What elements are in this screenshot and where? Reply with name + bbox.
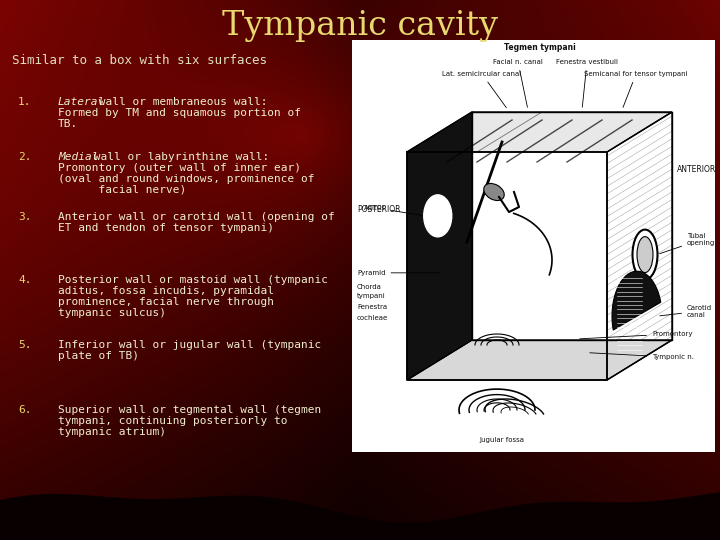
Text: Tegmen tympani: Tegmen tympani	[503, 44, 575, 52]
Polygon shape	[407, 112, 472, 380]
Text: 5.: 5.	[18, 340, 32, 350]
Text: facial nerve): facial nerve)	[58, 185, 186, 195]
Text: Medial: Medial	[58, 152, 99, 162]
Text: Inferior wall or jugular wall (tympanic: Inferior wall or jugular wall (tympanic	[58, 340, 321, 350]
Text: 1.: 1.	[18, 97, 32, 107]
Text: 4.: 4.	[18, 275, 32, 285]
Text: tympani, continuing posteriorly to: tympani, continuing posteriorly to	[58, 416, 287, 426]
Ellipse shape	[632, 230, 657, 280]
Text: tympanic sulcus): tympanic sulcus)	[58, 308, 166, 318]
Text: Formed by TM and squamous portion of: Formed by TM and squamous portion of	[58, 108, 301, 118]
Text: Lat. semicircular canal: Lat. semicircular canal	[442, 71, 521, 108]
Text: aditus, fossa incudis, pyramidal: aditus, fossa incudis, pyramidal	[58, 286, 274, 296]
Polygon shape	[407, 340, 672, 380]
Text: Similar to a box with six surfaces: Similar to a box with six surfaces	[12, 53, 267, 66]
Polygon shape	[0, 492, 720, 540]
Text: POSTERIOR: POSTERIOR	[357, 205, 400, 213]
Text: Semicanal for tensor tympani: Semicanal for tensor tympani	[584, 71, 688, 107]
Polygon shape	[407, 112, 672, 152]
Ellipse shape	[484, 184, 504, 200]
Text: 3.: 3.	[18, 212, 32, 222]
Text: wall or membraneous wall:: wall or membraneous wall:	[92, 97, 267, 107]
Text: Aditus: Aditus	[364, 205, 422, 215]
Text: Chorda: Chorda	[357, 284, 382, 289]
Text: tympani: tympani	[357, 293, 386, 299]
Ellipse shape	[637, 237, 653, 273]
Text: Anterior wall or carotid wall (opening of: Anterior wall or carotid wall (opening o…	[58, 212, 335, 222]
Text: Tubal
opening: Tubal opening	[660, 233, 715, 254]
Text: Pyramid: Pyramid	[357, 270, 439, 276]
Text: Fenestra vestibuli: Fenestra vestibuli	[556, 59, 618, 107]
Text: plate of TB): plate of TB)	[58, 351, 139, 361]
Text: prominence, facial nerve through: prominence, facial nerve through	[58, 297, 274, 307]
Text: Facial n. canal: Facial n. canal	[493, 59, 543, 107]
Text: cochleae: cochleae	[357, 315, 388, 321]
Text: tympanic atrium): tympanic atrium)	[58, 427, 166, 437]
Text: Promontory (outer wall of inner ear): Promontory (outer wall of inner ear)	[58, 163, 301, 173]
Text: 2.: 2.	[18, 152, 32, 162]
Text: 6.: 6.	[18, 405, 32, 415]
Ellipse shape	[424, 195, 451, 237]
Text: (oval and round windows, prominence of: (oval and round windows, prominence of	[58, 174, 315, 184]
Text: Tymponic n.: Tymponic n.	[590, 353, 694, 360]
Text: Posterior wall or mastoid wall (tympanic: Posterior wall or mastoid wall (tympanic	[58, 275, 328, 285]
Text: ANTERIOR: ANTERIOR	[677, 165, 716, 173]
Text: Fenestra: Fenestra	[357, 304, 387, 310]
Text: Carotid
canal: Carotid canal	[660, 305, 712, 318]
Text: Promontory: Promontory	[580, 331, 693, 339]
Text: Jugular fossa: Jugular fossa	[480, 437, 524, 443]
Text: TB.: TB.	[58, 119, 78, 129]
Text: Superior wall or tegmental wall (tegmen: Superior wall or tegmental wall (tegmen	[58, 405, 321, 415]
Polygon shape	[612, 271, 661, 330]
Text: Tympanic cavity: Tympanic cavity	[222, 10, 498, 42]
Text: wall or labyrinthine wall:: wall or labyrinthine wall:	[87, 152, 269, 162]
Text: ET and tendon of tensor tympani): ET and tendon of tensor tympani)	[58, 223, 274, 233]
Text: Lateral: Lateral	[58, 97, 105, 107]
Bar	[352, 40, 715, 452]
